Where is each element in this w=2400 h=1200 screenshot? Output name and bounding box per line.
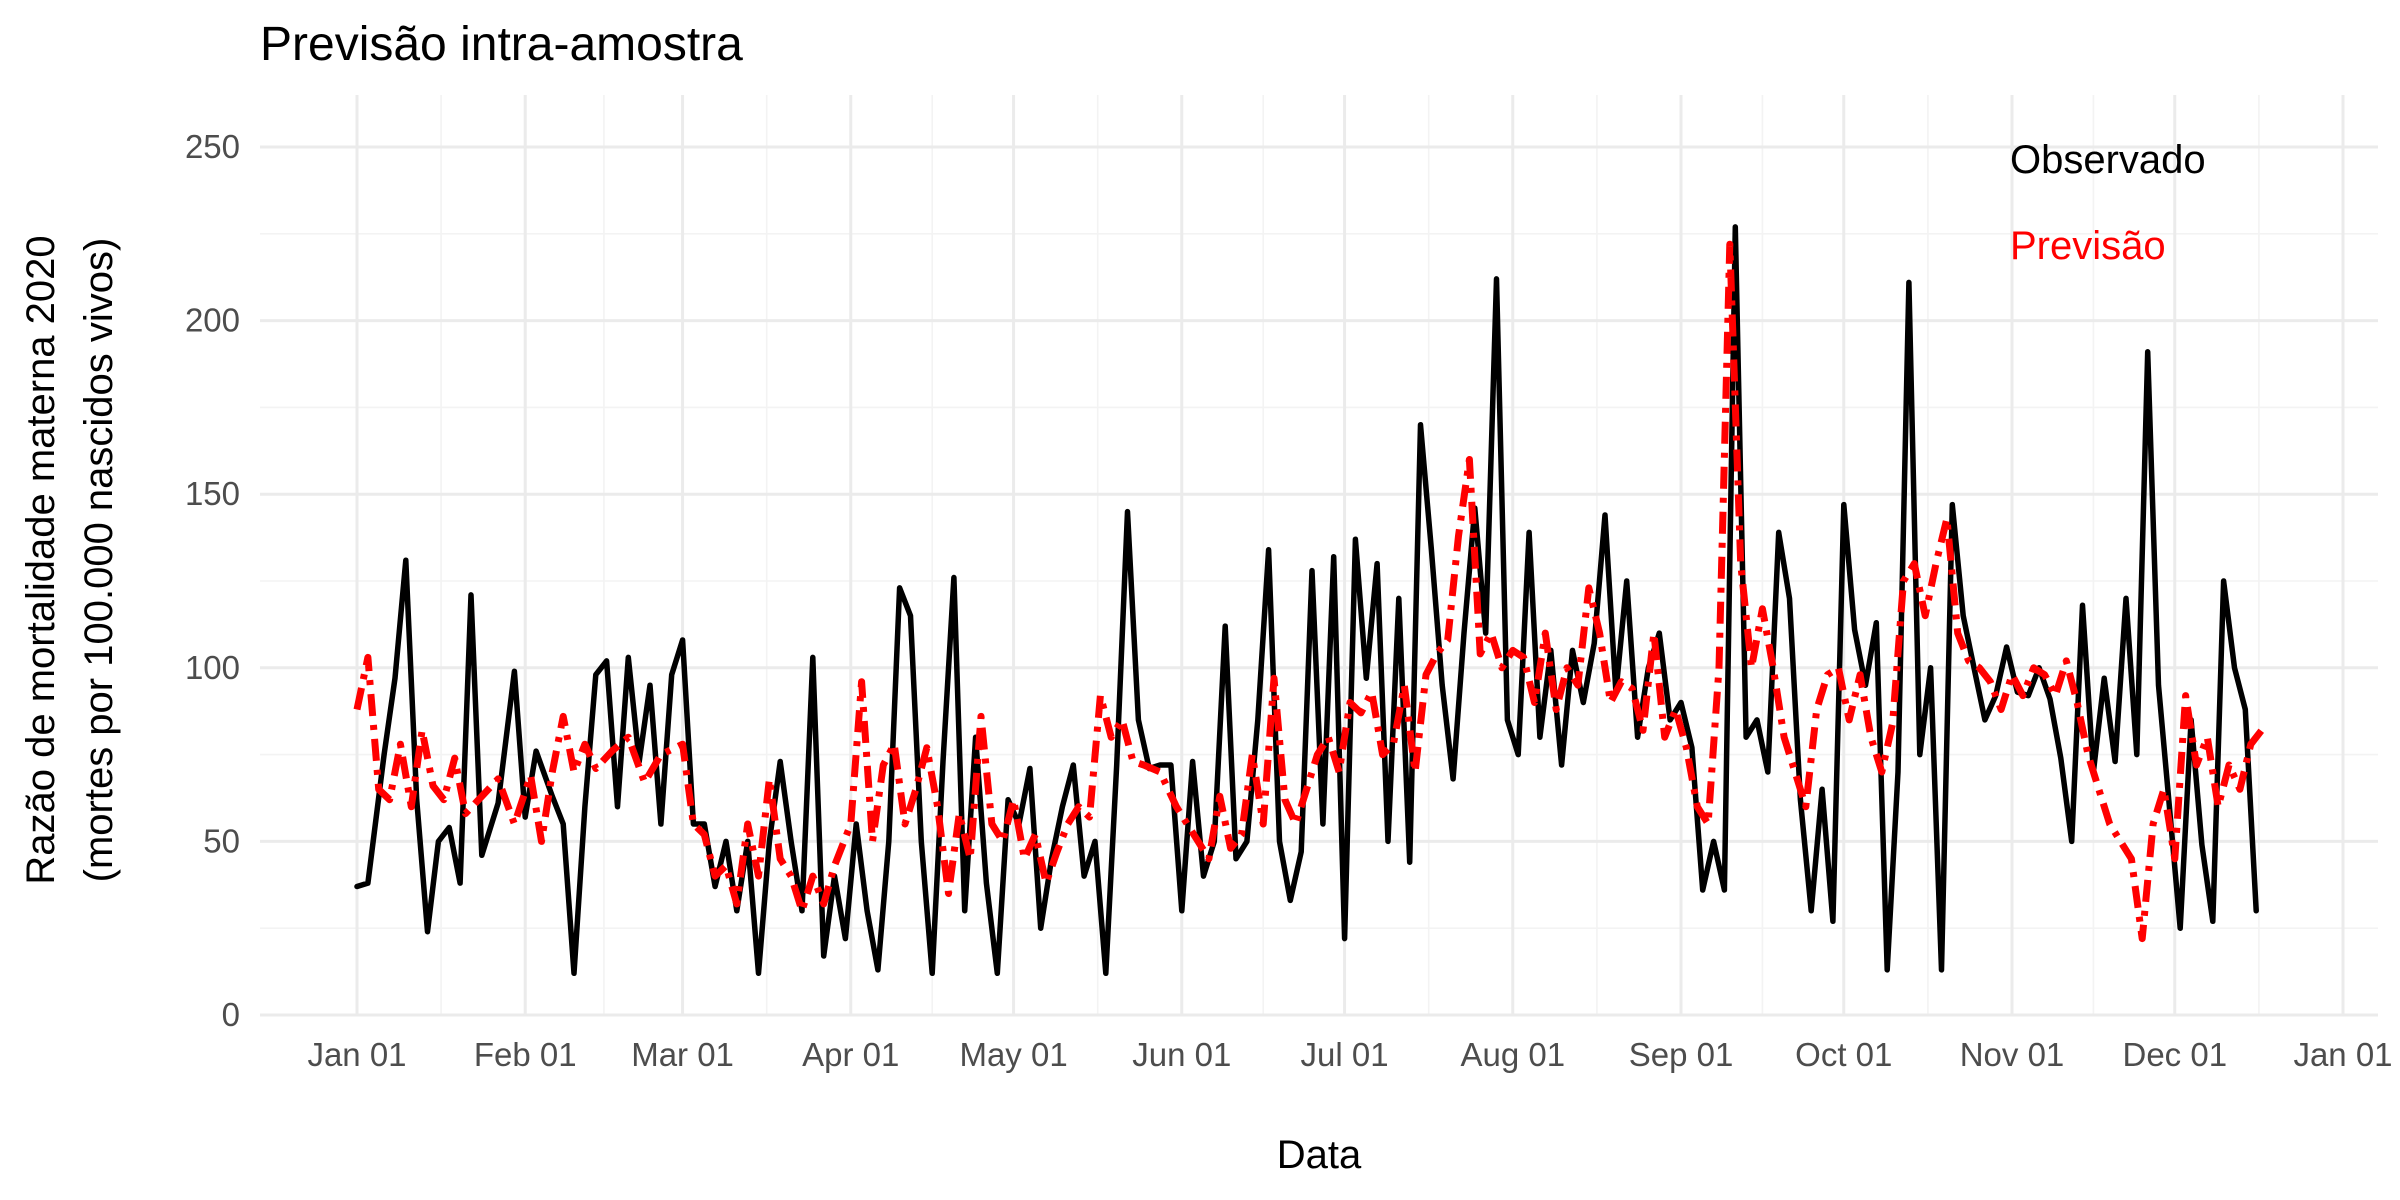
x-tick-label: Oct 01 xyxy=(1795,1036,1892,1073)
chart-title: Previsão intra-amostra xyxy=(260,18,743,71)
y-tick-label: 250 xyxy=(185,128,240,165)
y-axis-title: Razão de mortalidade materna 2020 (morte… xyxy=(19,235,121,884)
x-tick-label: Feb 01 xyxy=(474,1036,577,1073)
y-tick-label: 50 xyxy=(203,822,240,859)
y-tick-label: 100 xyxy=(185,649,240,686)
y-tick-label: 200 xyxy=(185,302,240,339)
legend: Observado Previsão xyxy=(2010,138,2206,268)
x-tick-label: Apr 01 xyxy=(802,1036,899,1073)
x-tick-label: May 01 xyxy=(959,1036,1067,1073)
x-tick-label: Jul 01 xyxy=(1301,1036,1389,1073)
x-tick-label: Sep 01 xyxy=(1629,1036,1734,1073)
x-tick-label: Aug 01 xyxy=(1460,1036,1565,1073)
x-tick-label: Jan 01 xyxy=(2293,1036,2392,1073)
x-tick-label: Mar 01 xyxy=(631,1036,734,1073)
series-layer xyxy=(353,224,2265,977)
x-axis-title: Data xyxy=(1277,1133,1362,1177)
y-tick-label: 0 xyxy=(222,996,240,1033)
legend-entry-previsao: Previsão xyxy=(2010,224,2166,268)
legend-entry-observado: Observado xyxy=(2010,138,2206,182)
x-tick-label: Jun 01 xyxy=(1132,1036,1231,1073)
y-axis-tick-labels: 0 50 100 150 200 250 xyxy=(185,128,240,1033)
x-tick-label: Dec 01 xyxy=(2123,1036,2228,1073)
y-axis-title-line-2: (mortes por 100.000 nascidos vivos) xyxy=(77,238,121,883)
series-previsao-line xyxy=(353,240,2265,943)
x-tick-label: Jan 01 xyxy=(307,1036,406,1073)
x-tick-label: Nov 01 xyxy=(1960,1036,2065,1073)
y-tick-label: 150 xyxy=(185,475,240,512)
y-axis-title-line-1: Razão de mortalidade materna 2020 xyxy=(19,235,63,884)
x-axis-tick-labels: Jan 01 Feb 01 Mar 01 Apr 01 May 01 Jun 01 Jul … xyxy=(307,1036,2392,1073)
